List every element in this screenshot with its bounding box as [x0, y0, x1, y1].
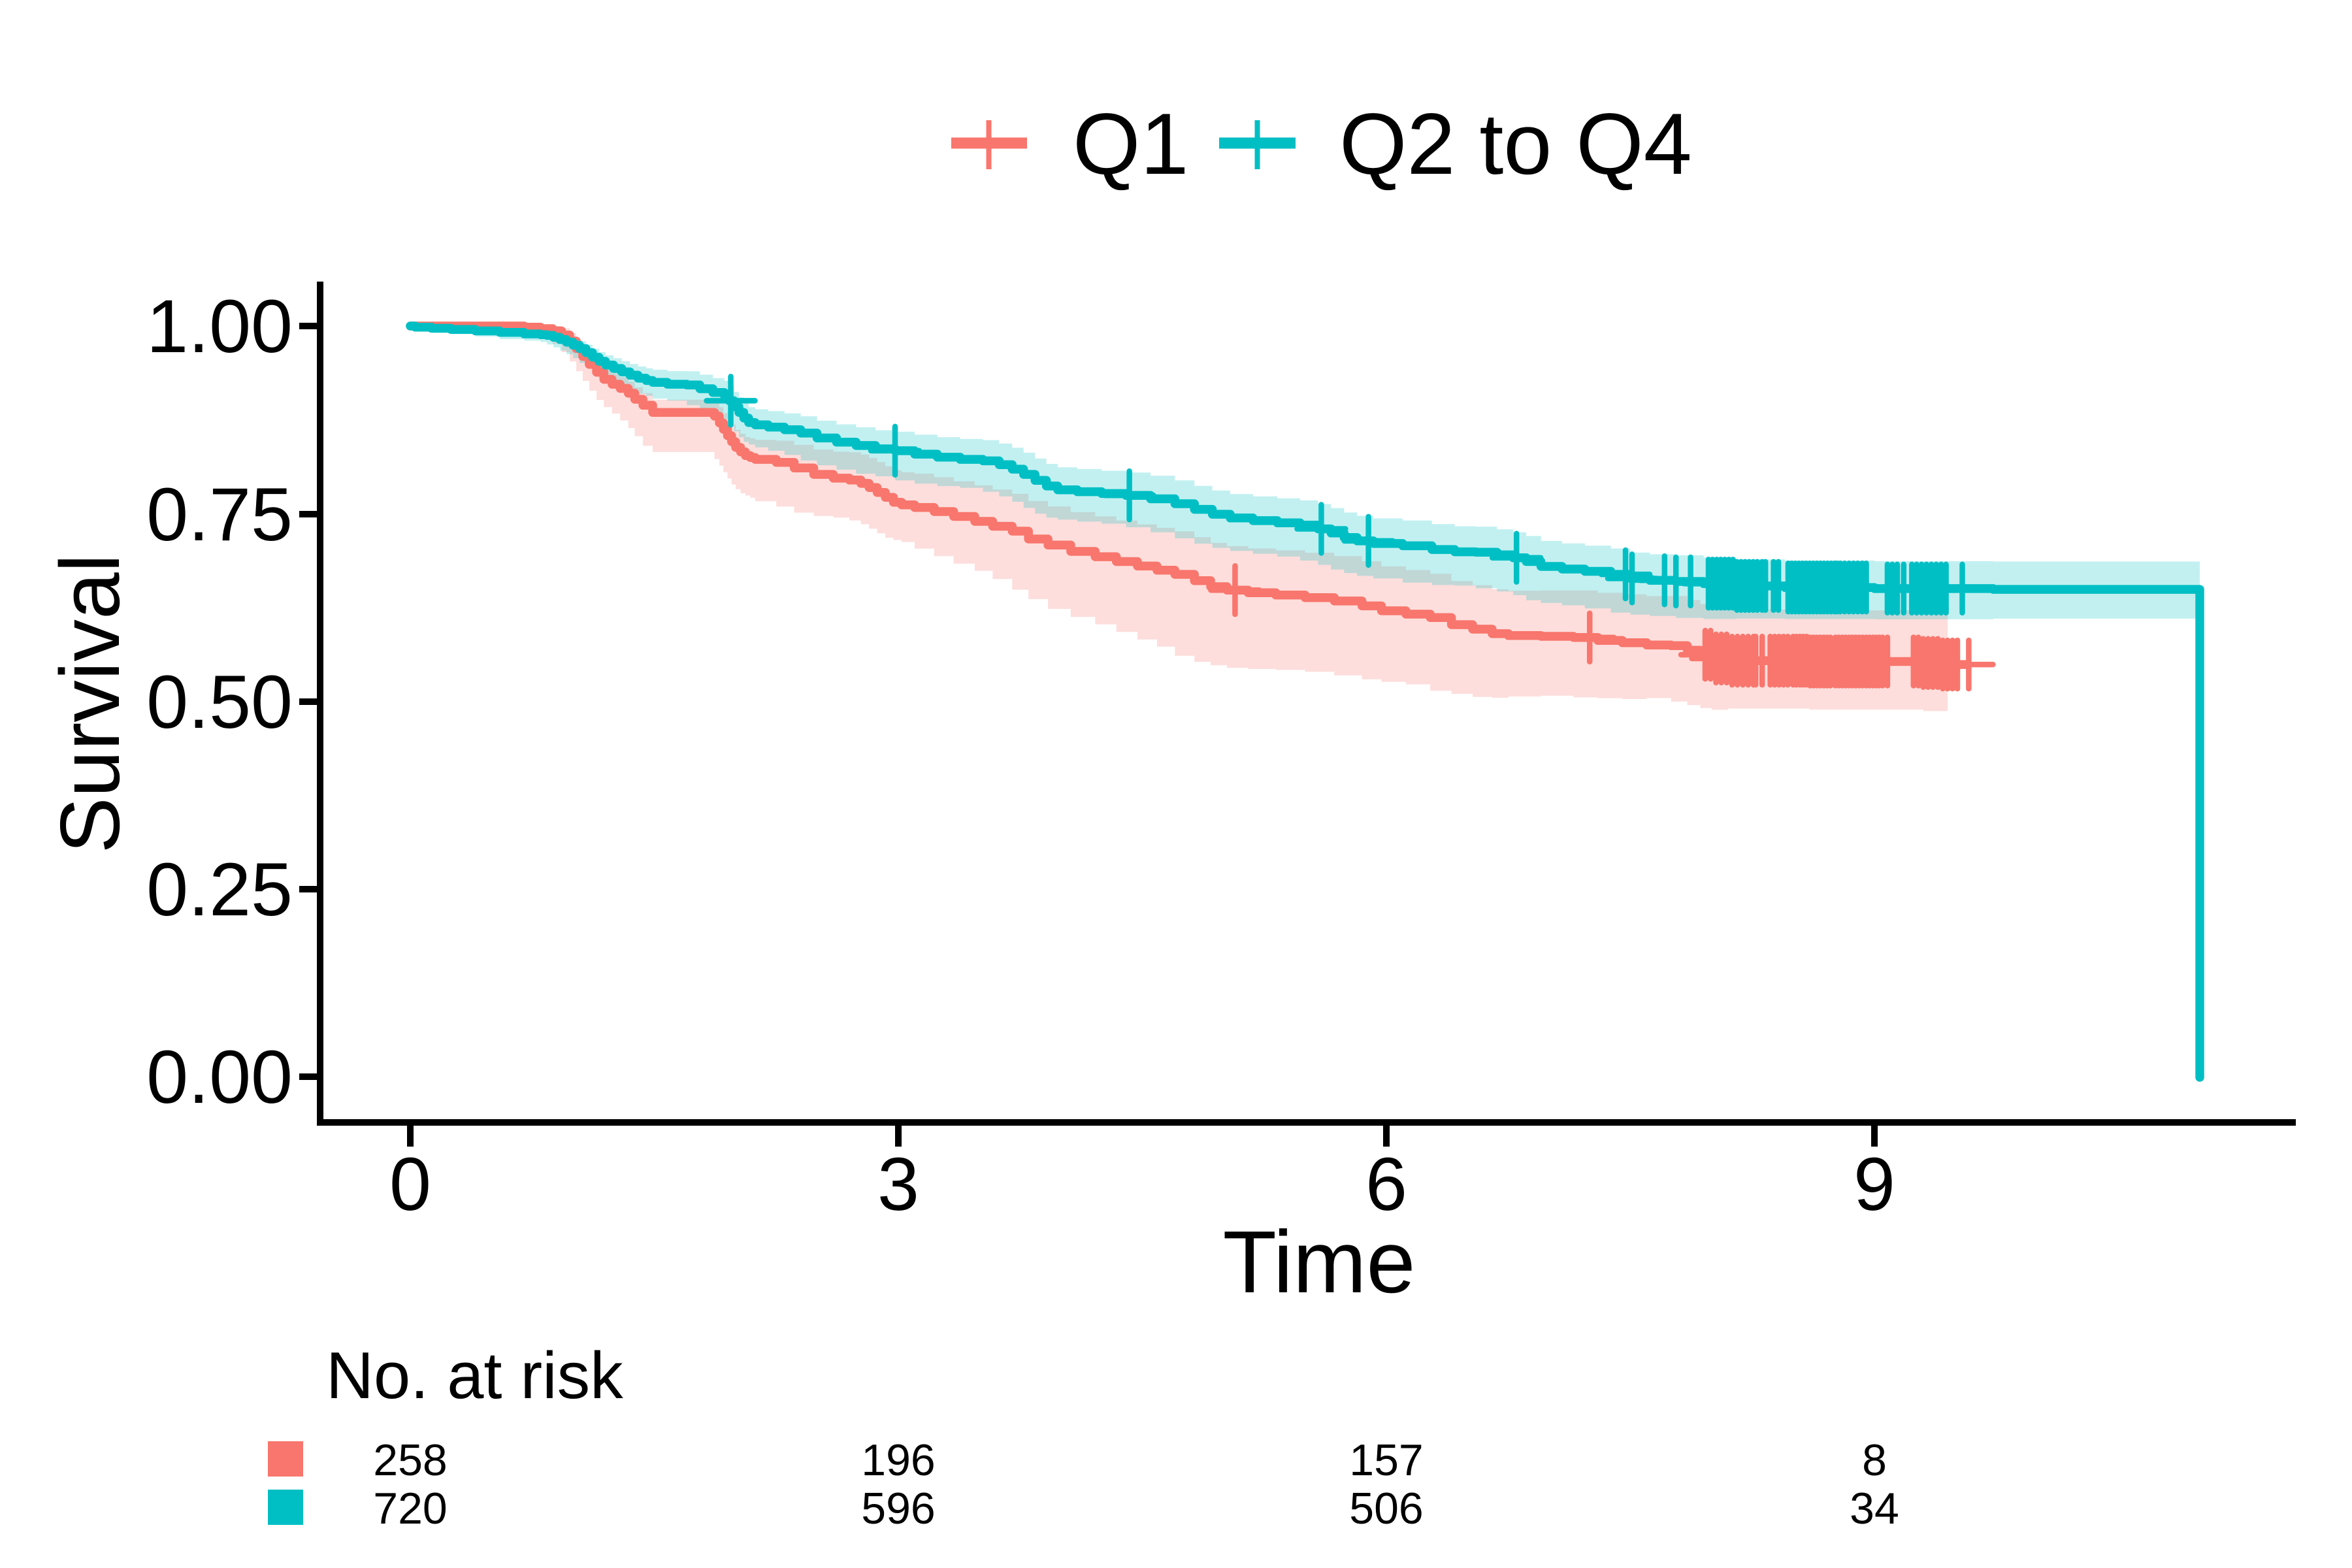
- svg-text:157: 157: [1349, 1435, 1423, 1485]
- svg-text:0.25: 0.25: [146, 848, 293, 932]
- svg-text:9: 9: [1854, 1143, 1895, 1226]
- svg-text:8: 8: [1862, 1435, 1887, 1485]
- svg-text:Survival: Survival: [43, 554, 137, 854]
- svg-text:Q2 to Q4: Q2 to Q4: [1339, 96, 1692, 193]
- svg-text:0.50: 0.50: [146, 661, 293, 744]
- svg-text:0.00: 0.00: [146, 1036, 293, 1119]
- svg-text:3: 3: [877, 1143, 919, 1226]
- svg-text:196: 196: [861, 1435, 935, 1485]
- svg-text:0: 0: [389, 1143, 431, 1226]
- svg-text:258: 258: [373, 1435, 447, 1485]
- svg-text:0.75: 0.75: [146, 473, 293, 557]
- svg-text:No. at risk: No. at risk: [326, 1339, 623, 1413]
- svg-text:506: 506: [1349, 1484, 1423, 1533]
- svg-text:1.00: 1.00: [146, 285, 293, 368]
- svg-text:Time: Time: [1223, 1213, 1416, 1311]
- svg-text:Q1: Q1: [1073, 96, 1188, 193]
- svg-text:596: 596: [861, 1484, 935, 1533]
- svg-text:6: 6: [1365, 1143, 1407, 1226]
- svg-text:34: 34: [1850, 1484, 1899, 1533]
- svg-text:720: 720: [373, 1484, 447, 1533]
